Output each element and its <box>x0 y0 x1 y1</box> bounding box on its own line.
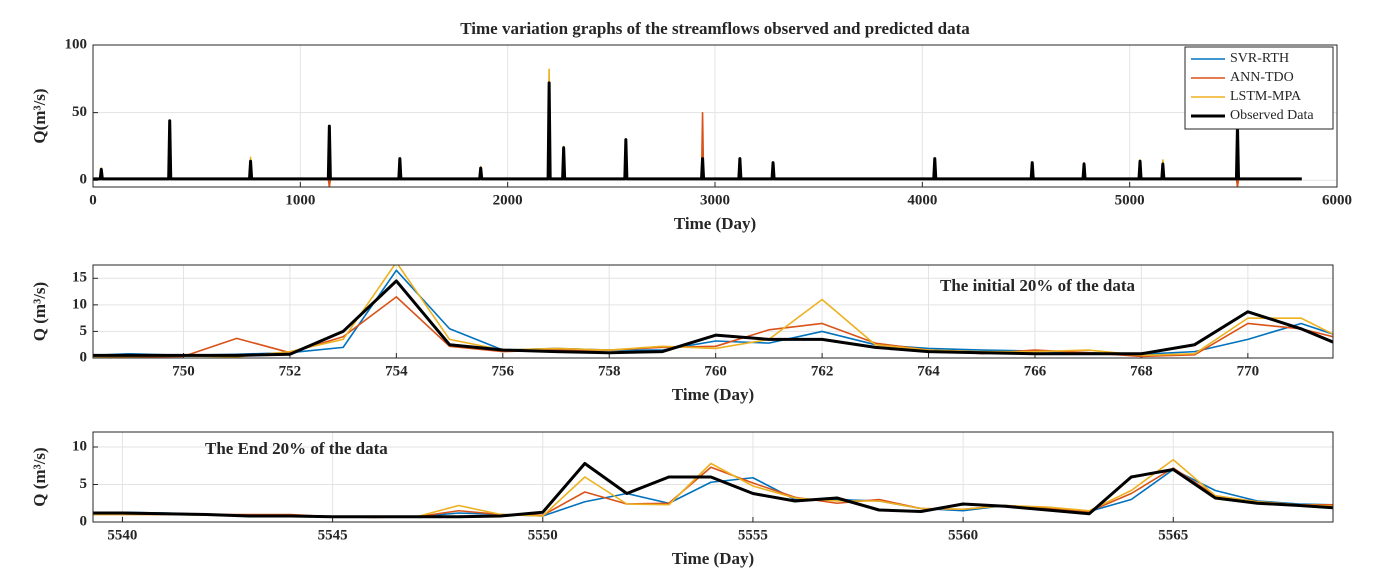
chart-title: Time variation graphs of the streamflows… <box>460 19 970 38</box>
axes-frame <box>92 44 1338 188</box>
x-tick-label: 5000 <box>1115 192 1145 208</box>
y-tick-label: 50 <box>72 104 87 120</box>
axes: 0 1000 2000 3000 4000 5000 6000 0 50 100 Time (Day… <box>30 19 1352 233</box>
x-tick-label: 762 <box>811 363 834 379</box>
x-tick-label: 758 <box>598 363 621 379</box>
y-tick-label: 5 <box>80 476 88 492</box>
y-tick-label: 0 <box>80 513 88 529</box>
axes: 750 752 754 756 758 760 762 764 766 768 770 0 5 10 15 T… <box>30 264 1334 404</box>
legend-label: ANN-TDO <box>1230 70 1294 85</box>
x-tick-label: 5540 <box>107 527 137 543</box>
y-tick-label: 0 <box>80 172 88 188</box>
series-lines <box>93 265 1333 358</box>
x-tick-label: 5565 <box>1158 527 1188 543</box>
series-line <box>93 462 1333 519</box>
y-tick-label: 10 <box>72 438 87 454</box>
x-tick-label: 0 <box>89 192 97 208</box>
x-tick-label: 4000 <box>907 192 937 208</box>
annotation: The initial 20% of the data <box>940 276 1136 295</box>
y-tick-label: 100 <box>65 36 88 52</box>
x-tick-label: 5560 <box>948 527 978 543</box>
legend-label: LSTM-MPA <box>1230 89 1302 104</box>
x-tick-label: 768 <box>1130 363 1153 379</box>
axes-frame <box>92 431 1334 523</box>
x-tick-label: 5555 <box>738 527 768 543</box>
x-tick-label: 754 <box>385 363 408 379</box>
x-tick-label: 2000 <box>493 192 523 208</box>
x-axis-label: Time (Day) <box>672 385 754 404</box>
y-axis-label: Q (m³/s) <box>30 282 49 341</box>
x-tick-label: 1000 <box>285 192 315 208</box>
legend-label: SVR-RTH <box>1230 51 1289 66</box>
series-lines <box>93 68 1302 187</box>
x-tick-label: 5550 <box>528 527 558 543</box>
axes-frame <box>92 264 1334 359</box>
plot-area <box>93 265 1333 358</box>
y-tick-label: 5 <box>80 323 88 339</box>
x-tick-label: 766 <box>1024 363 1047 379</box>
y-tick-label: 0 <box>80 349 88 365</box>
annotation: The End 20% of the data <box>205 439 388 458</box>
y-axis-label: Q(m³/s) <box>30 88 49 143</box>
legend-label: Observed Data <box>1230 108 1314 123</box>
x-tick-label: 750 <box>172 363 195 379</box>
x-tick-label: 3000 <box>700 192 730 208</box>
x-tick-label: 6000 <box>1322 192 1352 208</box>
series-line <box>93 279 1333 357</box>
y-tick-label: 15 <box>72 270 87 286</box>
series-lines <box>93 458 1333 519</box>
axes: 5540 5545 5550 5555 5560 5565 0 5 10 Time (Day) Q … <box>30 431 1334 568</box>
x-tick-label: 5545 <box>318 527 348 543</box>
x-axis-label: Time (Day) <box>672 549 754 568</box>
x-tick-label: 764 <box>917 363 940 379</box>
series-line <box>93 81 1302 181</box>
x-axis-label: Time (Day) <box>674 214 756 233</box>
series-line <box>93 265 1333 358</box>
y-tick-label: 10 <box>72 296 87 312</box>
x-tick-label: 752 <box>279 363 302 379</box>
x-tick-label: 770 <box>1237 363 1260 379</box>
x-tick-label: 756 <box>492 363 515 379</box>
x-tick-label: 760 <box>704 363 727 379</box>
y-axis-label: Q (m³/s) <box>30 447 49 506</box>
